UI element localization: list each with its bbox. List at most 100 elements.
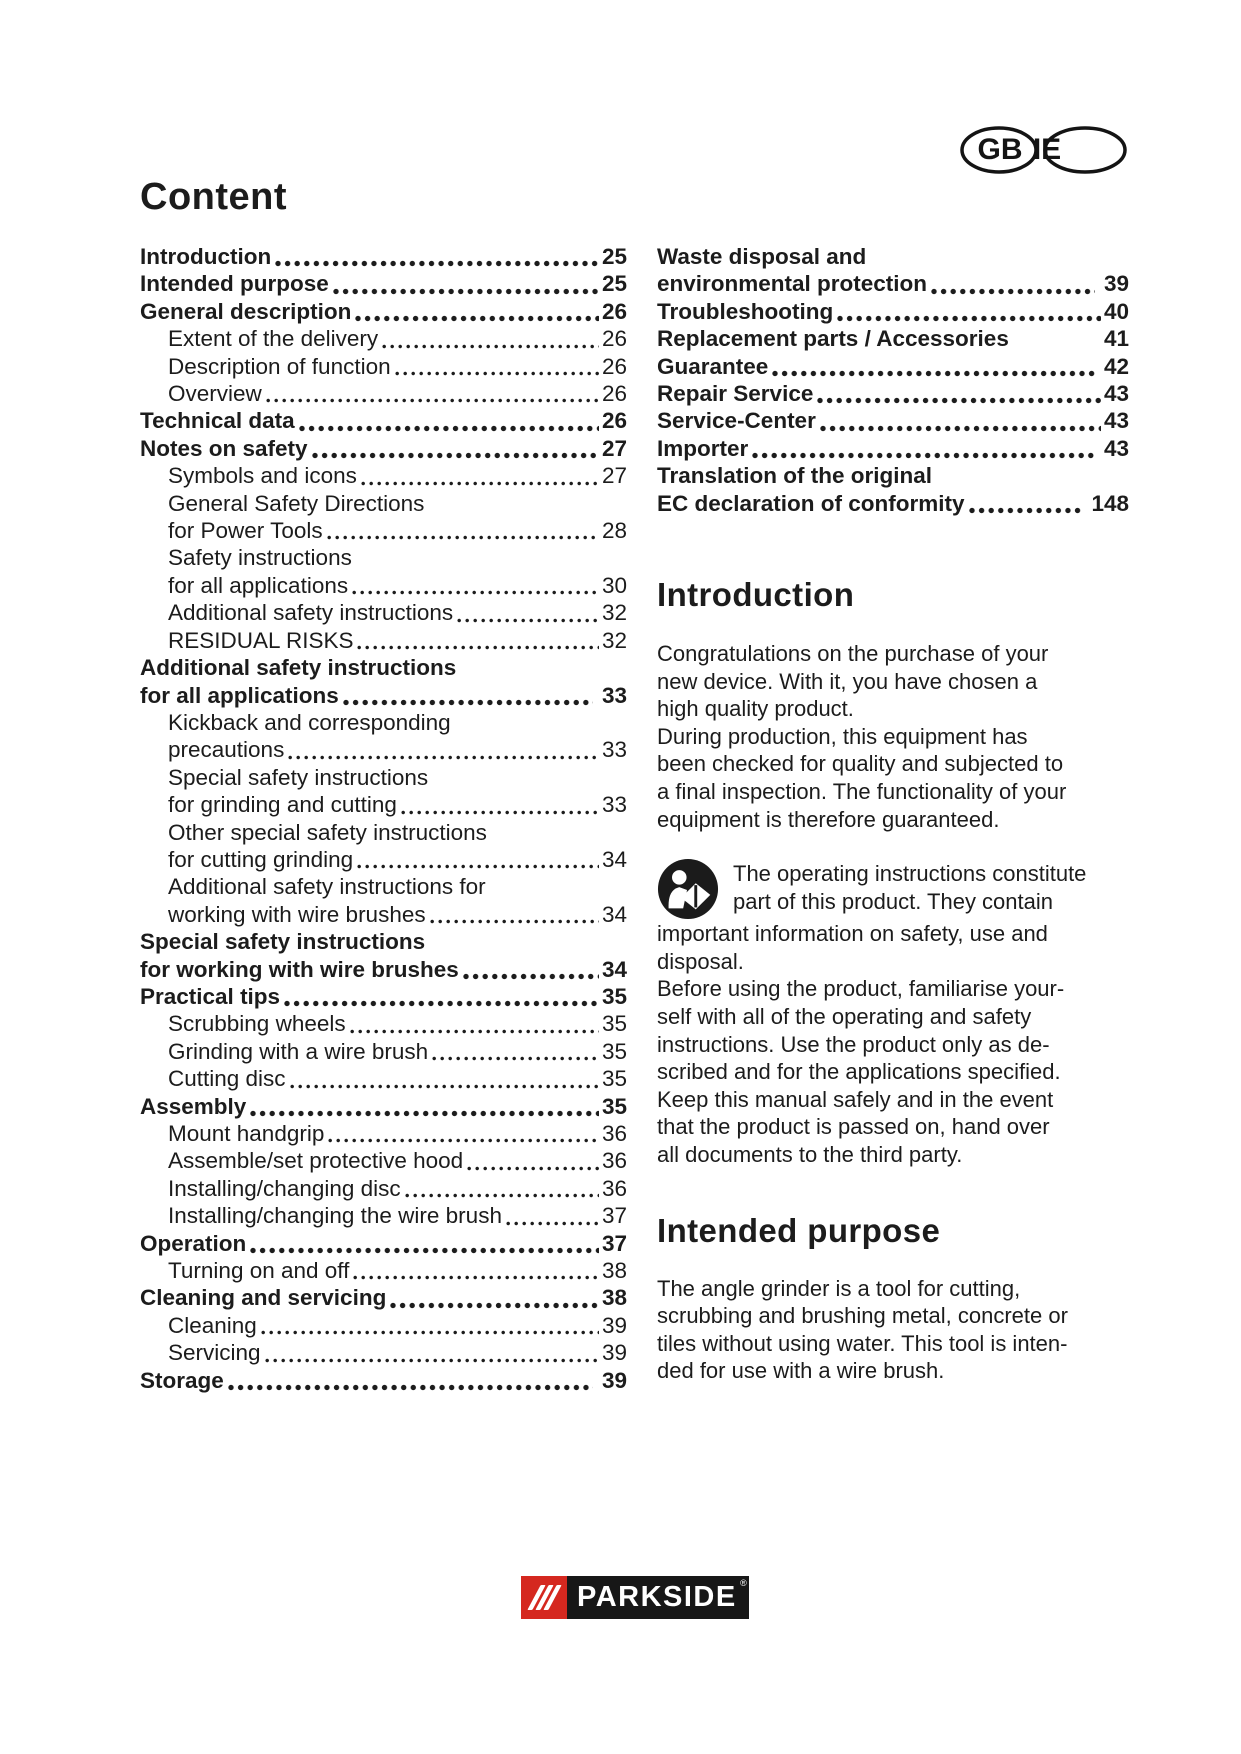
toc-entry-page: 39 <box>595 1367 627 1393</box>
toc-left-column: Introduction 25 Intended purpose 25 Gene… <box>140 243 627 1394</box>
dot-leader <box>400 808 599 816</box>
toc-entry: Safety instructions <box>140 544 627 571</box>
toc-entry: Waste disposal and <box>657 243 1129 270</box>
toc-entry: Assembly 35 <box>140 1093 627 1120</box>
toc-entry-label: Overview <box>168 381 262 407</box>
toc-entry: Special safety instructions <box>140 928 627 955</box>
manual-note-block: The operating instructions constitute pa… <box>657 858 1129 920</box>
toc-entry: for Power Tools 28 <box>140 517 627 544</box>
toc-entry-label: Translation of the original <box>657 463 933 489</box>
toc-entry: Special safety instructions <box>140 764 627 791</box>
toc-entry-label: Service-Center <box>657 408 816 434</box>
toc-entry-page: 43 <box>1103 381 1129 407</box>
dot-leader <box>457 616 599 624</box>
toc-entry: Service-Center 43 <box>657 407 1129 434</box>
toc-entry-page: 41 <box>1103 326 1129 352</box>
toc-entry: Storage 39 <box>140 1367 627 1394</box>
dot-leader <box>284 999 599 1009</box>
manual-note-lead-text: The operating instructions constitute pa… <box>733 861 1087 914</box>
dot-leader <box>260 1329 599 1337</box>
dot-leader <box>250 1246 599 1256</box>
toc-entry-page: 36 <box>601 1175 627 1201</box>
toc-entry-page: 28 <box>601 518 627 544</box>
toc-entry-label: General description <box>140 298 352 324</box>
toc-entry: Technical data 26 <box>140 407 627 434</box>
toc-entry-label: Scrubbing wheels <box>168 1011 346 1037</box>
dot-leader <box>355 314 599 324</box>
toc-entry-label: for working with wire brushes <box>140 956 459 982</box>
toc-entry: General description 26 <box>140 298 627 325</box>
toc-entry: General Safety Directions <box>140 490 627 517</box>
toc-entry: Cleaning 39 <box>140 1312 627 1339</box>
toc-entry-label: for all applications <box>168 572 349 598</box>
toc-entry: Additional safety instructions 32 <box>140 599 627 626</box>
toc-entry-label: Symbols and icons <box>168 463 357 489</box>
toc-entry-label: Kickback and corresponding <box>168 709 451 735</box>
toc-entry: Additional safety instructions for <box>140 873 627 900</box>
toc-entry: Cutting disc 35 <box>140 1065 627 1092</box>
toc-entry-label: working with wire brushes <box>168 901 426 927</box>
dot-leader <box>328 1137 599 1145</box>
toc-entry-label: Operation <box>140 1230 247 1256</box>
toc-entry: precautions 33 <box>140 736 627 763</box>
toc-entry: Installing/changing the wire brush 37 <box>140 1202 627 1229</box>
dot-leader <box>353 1274 599 1282</box>
toc-entry: Notes on safety 27 <box>140 435 627 462</box>
manual-note-text: important information on safety, use and… <box>657 921 1065 1167</box>
toc-entry: Servicing 39 <box>140 1339 627 1366</box>
read-manual-icon <box>657 858 719 920</box>
toc-entry-label: EC declaration of conformity <box>657 490 965 516</box>
toc-entry-label: Description of function <box>168 353 391 379</box>
toc-entry-label: Special safety instructions <box>168 764 429 790</box>
toc-entry-page: 35 <box>601 1066 627 1092</box>
toc-entry: environmental protection 39 <box>657 270 1129 297</box>
toc-entry-page: 33 <box>601 792 627 818</box>
parkside-brand-text: PARKSIDE <box>577 1581 737 1613</box>
dot-leader <box>429 918 599 926</box>
toc-entry: Grinding with a wire brush 35 <box>140 1038 627 1065</box>
dot-leader <box>462 971 599 981</box>
toc-entry-label: Technical data <box>140 408 295 434</box>
dot-leader <box>382 342 599 350</box>
toc-entry: RESIDUAL RISKS 32 <box>140 627 627 654</box>
dot-leader <box>1013 342 1101 351</box>
page-title: Content <box>140 176 288 218</box>
toc-entry: Symbols and icons 27 <box>140 462 627 489</box>
country-badge-ellipses: GB IE <box>960 126 1127 174</box>
dot-leader <box>394 370 599 378</box>
dot-leader <box>311 451 599 461</box>
toc-entry: Extent of the delivery 26 <box>140 325 627 352</box>
dot-leader <box>357 863 599 871</box>
toc-entry-label: Practical tips <box>140 983 281 1009</box>
toc-entry-label: environmental protection <box>657 271 928 297</box>
toc-entry-label: Installing/changing disc <box>168 1175 401 1201</box>
toc-entry-label: Additional safety instructions for <box>168 874 486 900</box>
toc-entry-label: Importer <box>657 435 749 461</box>
toc-entry-page: 148 <box>1085 490 1129 516</box>
toc-entry-label: Repair Service <box>657 381 814 407</box>
toc-entry-label: Cleaning <box>168 1312 257 1338</box>
parkside-wordmark: PARKSIDE ® <box>567 1576 749 1619</box>
toc-entry: Description of function 26 <box>140 353 627 380</box>
dot-leader <box>467 1164 599 1172</box>
dot-leader <box>326 534 599 542</box>
toc-entry-label: Assemble/set protective hood <box>168 1148 464 1174</box>
intended-purpose-heading: Intended purpose <box>657 1211 941 1249</box>
toc-entry-page: 35 <box>601 1093 627 1119</box>
dot-leader <box>288 753 599 761</box>
toc-entry-label: Introduction <box>140 244 272 269</box>
toc-entry-label: Turning on and off <box>168 1258 350 1284</box>
dot-leader <box>819 423 1101 433</box>
toc-entry: Operation 37 <box>140 1230 627 1257</box>
toc-entry-page: 34 <box>601 956 627 982</box>
toc-entry-page: 25 <box>601 244 627 269</box>
toc-entry-page: 26 <box>601 381 627 407</box>
dot-leader <box>289 1082 599 1090</box>
toc-entry-page: 40 <box>1103 298 1129 324</box>
toc-entry-page: 25 <box>601 271 627 297</box>
toc-entry-page: 34 <box>601 901 627 927</box>
dot-leader <box>752 451 1095 461</box>
toc-entry-label: Storage <box>140 1367 224 1393</box>
body-column: Introduction Congratulations on the purc… <box>657 517 1129 1385</box>
dot-leader <box>390 1300 599 1310</box>
